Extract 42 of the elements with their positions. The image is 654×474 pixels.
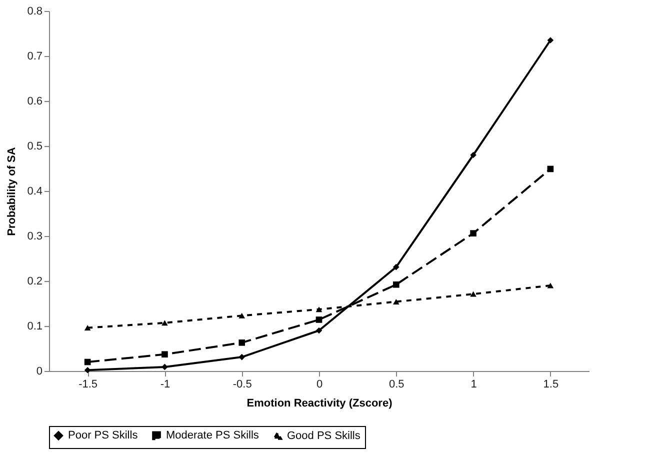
point xyxy=(84,325,91,331)
point xyxy=(238,339,246,346)
y-tick-label: 0.6 xyxy=(27,96,42,108)
point xyxy=(238,354,246,360)
x-tick-label: 1.5 xyxy=(543,378,559,390)
y-tick-label: 0 xyxy=(36,366,42,378)
legend-label: Good PS Skills xyxy=(287,430,361,442)
x-tick-label: 1 xyxy=(470,378,477,390)
point xyxy=(392,264,400,270)
point xyxy=(470,230,476,236)
point xyxy=(470,291,476,297)
point xyxy=(238,312,246,318)
point xyxy=(316,316,322,323)
legend-label: Moderate PS Skills xyxy=(166,430,260,442)
y-tick-label: 0.1 xyxy=(27,320,42,332)
point xyxy=(162,320,168,326)
point xyxy=(84,366,91,374)
point xyxy=(547,166,554,172)
point xyxy=(547,37,554,44)
point xyxy=(316,327,322,334)
point xyxy=(392,281,400,288)
legend-label: Poor PS Skills xyxy=(68,430,138,442)
y-tick-label: 0.8 xyxy=(27,6,42,18)
point xyxy=(162,351,168,358)
y-tick-label: 0.7 xyxy=(27,50,42,62)
point xyxy=(392,298,400,304)
point xyxy=(470,152,476,158)
x-tick-label: -1 xyxy=(160,378,170,390)
x-tick-label: 0 xyxy=(316,378,323,390)
y-tick-label: 0.4 xyxy=(27,186,42,198)
y-tick-label: 0.3 xyxy=(27,230,42,242)
x-tick-label: 0.5 xyxy=(388,378,404,390)
x-tick-label: -0.5 xyxy=(232,378,252,390)
x-tick-label: -1.5 xyxy=(78,378,98,390)
point xyxy=(84,358,91,366)
point xyxy=(316,306,322,312)
y-axis-title: Probability of SA xyxy=(6,147,18,236)
point xyxy=(547,282,554,288)
x-axis-title: Emotion Reactivity (Zscore) xyxy=(246,398,393,410)
point xyxy=(162,364,168,370)
y-tick-label: 0.5 xyxy=(27,140,42,152)
y-tick-label: 0.2 xyxy=(27,276,42,288)
